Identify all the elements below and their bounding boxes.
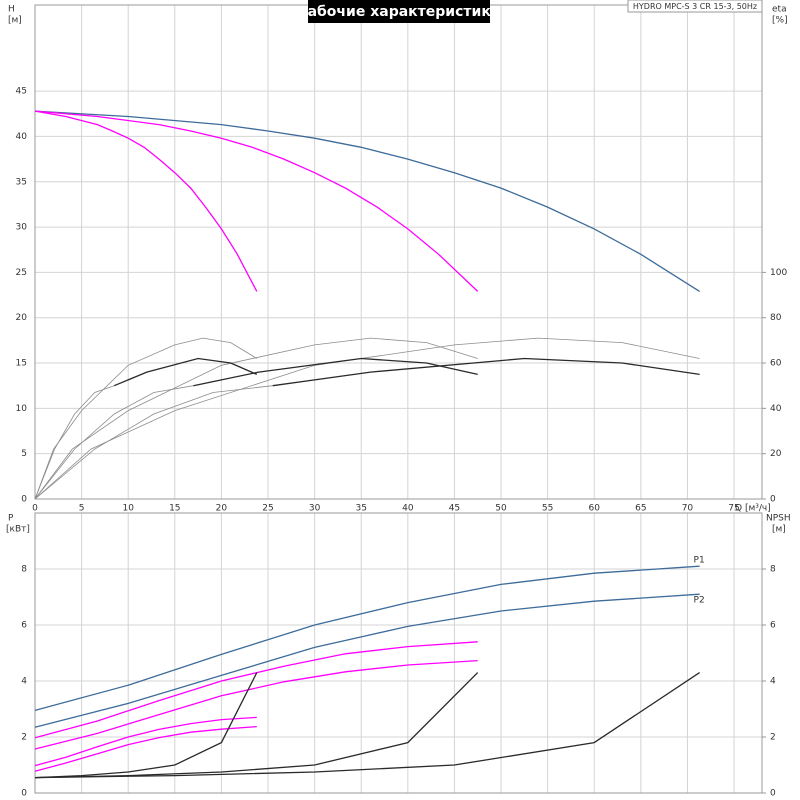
y2-tick-label: 0 — [770, 495, 776, 505]
x-tick-label: 55 — [542, 504, 553, 514]
x-tick-label: 10 — [122, 504, 134, 514]
y-tick-label: 0 — [21, 495, 27, 505]
y2-tick-label: 2 — [770, 733, 776, 743]
y2-axis-unit: [м] — [772, 525, 786, 535]
series-line — [34, 110, 479, 292]
y2-axis-unit: [%] — [772, 16, 788, 26]
y-tick-label: 6 — [21, 621, 27, 631]
series-line — [34, 565, 700, 712]
series-line — [34, 641, 478, 739]
x-tick-label: 50 — [495, 504, 507, 514]
y2-tick-label: 60 — [770, 359, 782, 369]
y-axis-label: H — [8, 5, 15, 15]
y-axis-label: P — [8, 514, 14, 524]
series-line — [34, 716, 257, 767]
y-tick-label: 8 — [21, 565, 27, 575]
y2-tick-label: 80 — [770, 313, 782, 323]
y2-tick-label: 4 — [770, 677, 776, 687]
series-line — [34, 672, 700, 779]
y-tick-label: 40 — [16, 132, 28, 142]
y2-tick-label: 6 — [770, 621, 776, 631]
series-line — [34, 385, 194, 500]
series-label: P1 — [694, 556, 705, 566]
series-line — [34, 659, 478, 750]
y-axis-unit: [кВт] — [6, 525, 30, 535]
series-line — [193, 357, 478, 387]
x-tick-label: 5 — [79, 504, 85, 514]
y2-axis-label: eta — [772, 5, 787, 15]
x-tick-label: 40 — [402, 504, 414, 514]
series-line — [34, 110, 258, 292]
model-label: HYDRO MPC-S 3 CR 15-3, 50Hz — [633, 2, 757, 11]
series-label: P2 — [694, 596, 705, 606]
x-tick-label: 30 — [309, 504, 321, 514]
y-tick-label: 20 — [16, 313, 28, 323]
x-tick-label: 35 — [355, 504, 366, 514]
title-box — [308, 0, 490, 23]
x-tick-label: 65 — [635, 504, 646, 514]
y-tick-label: 5 — [21, 449, 27, 459]
y2-tick-label: 100 — [770, 268, 787, 278]
series-line — [34, 593, 700, 728]
bottom-frame — [34, 512, 763, 794]
series-line — [34, 110, 700, 292]
series-line — [34, 385, 115, 500]
x-tick-label: 0 — [32, 504, 38, 514]
y-tick-label: 4 — [21, 677, 27, 687]
y-tick-label: 30 — [16, 223, 28, 233]
y-tick-label: 2 — [21, 733, 27, 743]
y-tick-label: 35 — [16, 177, 27, 187]
y2-axis-label: NPSH — [766, 514, 791, 524]
series-line — [113, 357, 258, 387]
y-tick-label: 45 — [16, 87, 27, 97]
chart-title: Рабочие характеристики — [297, 4, 500, 20]
x-tick-label: 45 — [449, 504, 460, 514]
x-tick-label: 75 — [728, 504, 739, 514]
series-line — [34, 385, 273, 500]
series-line — [34, 672, 258, 779]
y2-tick-label: 20 — [770, 449, 782, 459]
series-line — [34, 725, 257, 772]
y-axis-unit: [м] — [8, 16, 22, 26]
y-tick-label: 10 — [16, 404, 28, 414]
x-tick-label: 70 — [682, 504, 694, 514]
x-tick-label: 15 — [169, 504, 180, 514]
series-line — [272, 357, 700, 387]
model-box — [627, 0, 763, 13]
x-axis-label: Q [м³/ч] — [735, 504, 771, 514]
y2-tick-label: 40 — [770, 404, 782, 414]
x-tick-label: 20 — [216, 504, 228, 514]
x-tick-label: 25 — [262, 504, 273, 514]
y-tick-label: 25 — [16, 268, 27, 278]
y-tick-label: 15 — [16, 359, 27, 369]
y2-tick-label: 8 — [770, 565, 776, 575]
y-tick-label: 0 — [21, 789, 27, 799]
y2-tick-label: 0 — [770, 789, 776, 799]
x-tick-label: 60 — [589, 504, 601, 514]
